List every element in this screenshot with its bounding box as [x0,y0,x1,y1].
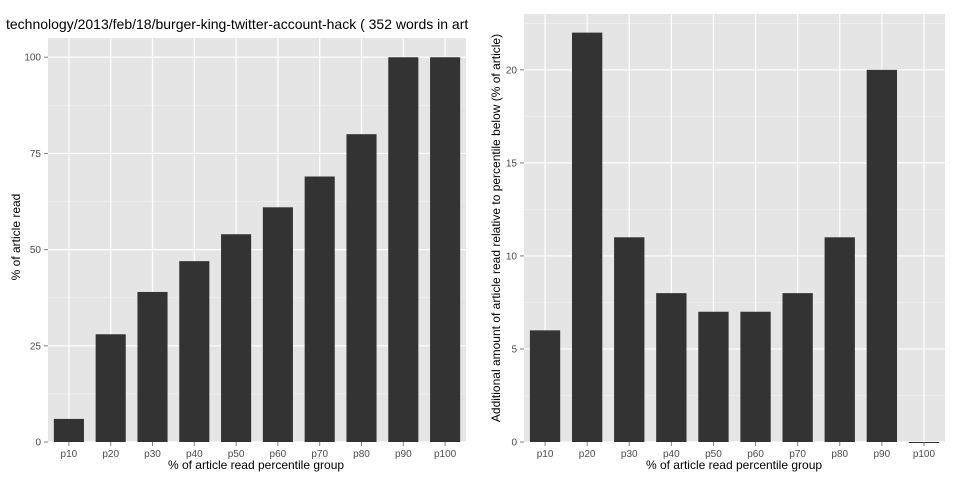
bar-p30 [137,291,168,442]
x-tick-label: p100 [434,449,457,460]
bar-p40 [656,293,687,442]
y-tick-label: 50 [30,245,42,256]
bar-p20 [95,334,126,442]
chart-left: 0 25 50 75 100 p10 p20 p30 p40 p50 p60 p70 p80 p90 p10… [6,16,468,472]
bar-p60 [740,311,771,442]
x-tick-label: p90 [395,449,412,460]
x-tick-label: p60 [270,449,287,460]
x-tick-label: p20 [579,449,596,460]
x-tick-label: p100 [913,449,936,460]
bar-p80 [346,134,377,442]
y-tick-label: 0 [511,438,517,449]
bar-p70 [782,293,813,442]
bar-p10 [53,418,84,442]
plot-area: 0 5 10 15 20 p10 p20 p30 p40 p50 p60 p70 p80 p90 p100 [506,14,945,460]
x-tick-label: p30 [621,449,638,460]
y-tick-label: 20 [506,65,518,76]
x-tick-label: p50 [705,449,722,460]
y-tick-label: 10 [506,251,518,262]
bar-p90 [866,69,898,443]
x-tick-label: p50 [228,449,245,460]
bar-p50 [698,311,729,442]
y-tick-label: 0 [35,438,41,449]
bar-p20 [571,32,603,442]
bar-p80 [824,237,855,442]
x-tick-label: p10 [537,449,554,460]
x-tick-label: p70 [311,449,328,460]
x-tick-label: p60 [747,449,764,460]
x-tick-label: p20 [102,449,119,460]
x-tick-label: p90 [874,449,891,460]
bar-p60 [262,207,293,442]
chart-title: technology/2013/feb/18/burger-king-twitt… [6,16,468,32]
x-axis-label: % of article read percentile group [646,458,822,472]
bar-p40 [179,261,210,442]
bar-p50 [221,234,252,442]
x-tick-label: p30 [144,449,161,460]
y-tick-label: 75 [30,149,42,160]
x-axis-label: % of article read percentile group [168,458,344,472]
x-tick-label: p40 [663,449,680,460]
plot-area: 0 25 50 75 100 p10 p20 p30 p40 p50 p60 p70 p80 p90 p10… [24,38,466,460]
bar-p30 [614,237,645,442]
bar-p10 [529,330,561,442]
x-tick-label: p40 [186,449,203,460]
y-tick-label: 15 [506,158,518,169]
x-tick-label: p70 [789,449,806,460]
x-tick-label: p80 [353,449,370,460]
bar-p70 [304,176,335,442]
x-tick-label: p10 [61,449,78,460]
bar-p100 [430,57,461,442]
y-tick-label: 25 [30,341,42,352]
x-tick-label: p80 [831,449,848,460]
y-tick-label: 5 [511,344,517,355]
bar-p90 [388,57,419,442]
y-tick-label: 100 [24,53,41,64]
y-axis-label: Additional amount of article read relati… [489,34,503,422]
y-axis-label: % of article read [9,194,23,281]
